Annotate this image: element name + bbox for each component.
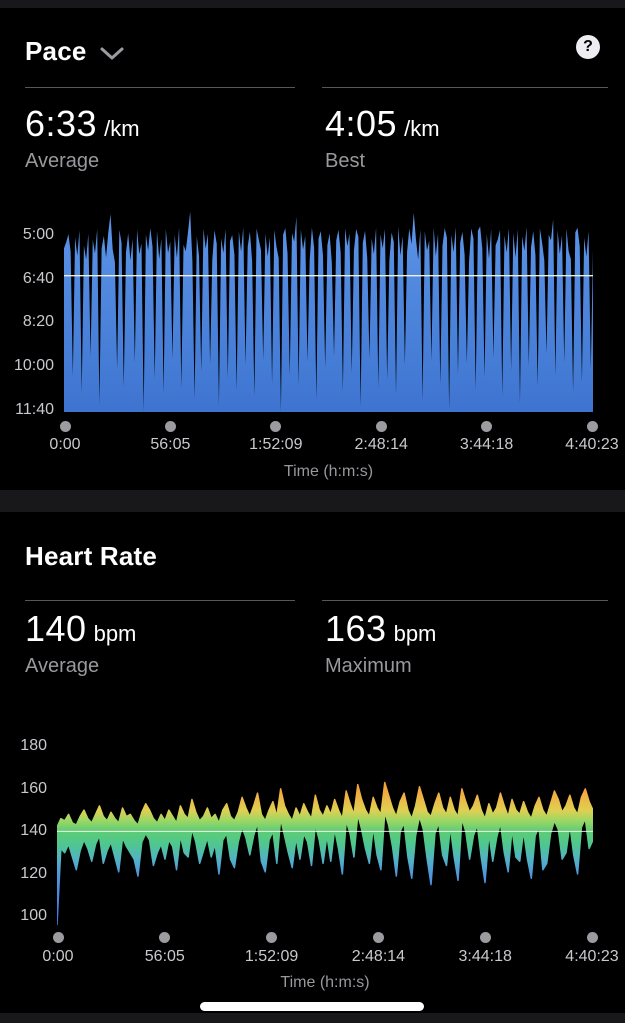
x-tick-dot <box>159 932 171 943</box>
pace-y-tick-label: 5:00 <box>22 226 54 243</box>
pace-card-title: Pace <box>25 36 87 66</box>
pace-x-tick-label: 3:44:18 <box>459 436 514 453</box>
hr-average-unit: bpm <box>93 621 137 646</box>
hr-x-tick-label: 2:48:14 <box>351 948 406 965</box>
pace-average-label: Average <box>25 150 100 172</box>
pace-card: Pace ? 6:33 /km Average 4:05 /km Best Ti… <box>0 8 625 490</box>
heart-rate-chart-plot[interactable] <box>57 740 593 925</box>
divider <box>322 600 608 601</box>
pace-best-unit: /km <box>404 116 440 141</box>
pace-y-tick-label: 11:40 <box>15 401 54 418</box>
x-tick-dot <box>586 421 598 432</box>
x-tick-dot <box>270 421 282 432</box>
x-tick-dot <box>59 421 71 432</box>
pace-y-tick-label: 8:20 <box>22 313 54 330</box>
pace-best-label: Best <box>325 150 366 172</box>
hr-x-tick-label: 1:52:09 <box>244 948 299 965</box>
pace-average-value: 6:33 <box>25 103 98 144</box>
home-indicator[interactable] <box>200 1002 424 1011</box>
pace-x-tick-label: 0:00 <box>49 436 81 453</box>
chevron-down-icon[interactable] <box>99 46 125 61</box>
hr-maximum-value: 163 <box>325 608 387 649</box>
pace-metric-selector[interactable]: Pace <box>25 36 125 67</box>
hr-x-tick-label: 4:40:23 <box>565 948 619 965</box>
pace-x-tick-label: 2:48:14 <box>354 436 408 453</box>
hr-maximum-label: Maximum <box>325 655 412 677</box>
help-icon[interactable]: ? <box>576 35 600 59</box>
heart-rate-card-title: Heart Rate <box>25 541 158 571</box>
hr-average-value: 140 <box>25 608 87 649</box>
pace-x-tick-label: 1:52:09 <box>249 436 303 453</box>
divider <box>25 87 295 88</box>
hr-x-axis-title: Time (h:m:s) <box>280 974 370 991</box>
x-tick-dot <box>266 932 278 943</box>
x-tick-dot <box>479 932 491 943</box>
hr-x-tick-label: 56:05 <box>144 948 185 965</box>
divider <box>25 600 295 601</box>
hr-y-tick-label: 140 <box>20 822 47 839</box>
pace-average-metric: 6:33 /km Average <box>25 104 140 173</box>
hr-average-label: Average <box>25 655 100 677</box>
hr-y-tick-label: 100 <box>20 907 47 924</box>
pace-x-tick-label: 4:40:23 <box>565 436 619 453</box>
hr-maximum-metric: 163 bpm Maximum <box>325 609 436 678</box>
hr-maximum-unit: bpm <box>393 621 437 646</box>
hr-x-tick-label: 3:44:18 <box>458 948 512 965</box>
x-tick-dot <box>372 932 384 943</box>
pace-chart-plot[interactable] <box>64 208 593 412</box>
x-tick-dot <box>375 421 387 432</box>
x-tick-dot <box>481 421 493 432</box>
pace-y-tick-label: 6:40 <box>22 270 54 287</box>
hr-y-tick-label: 180 <box>20 737 47 754</box>
pace-area-series <box>64 211 593 412</box>
pace-x-axis-title: Time (h:m:s) <box>283 463 374 480</box>
hr-average-metric: 140 bpm Average <box>25 609 136 678</box>
pace-average-unit: /km <box>104 116 140 141</box>
x-tick-dot <box>164 421 176 432</box>
pace-x-tick-label: 56:05 <box>150 436 191 453</box>
pace-best-value: 4:05 <box>325 103 398 144</box>
hr-y-tick-label: 160 <box>20 780 47 797</box>
heart-rate-card: Heart Rate 140 bpm Average 163 bpm Maxim… <box>0 512 625 1013</box>
hr-x-tick-label: 0:00 <box>42 948 74 965</box>
x-tick-dot <box>52 932 64 943</box>
pace-y-tick-label: 10:00 <box>13 357 54 374</box>
hr-y-tick-label: 120 <box>20 865 47 882</box>
pace-best-metric: 4:05 /km Best <box>325 104 440 173</box>
x-tick-dot <box>586 932 598 943</box>
heart-rate-band-series <box>57 781 593 925</box>
divider <box>322 87 608 88</box>
